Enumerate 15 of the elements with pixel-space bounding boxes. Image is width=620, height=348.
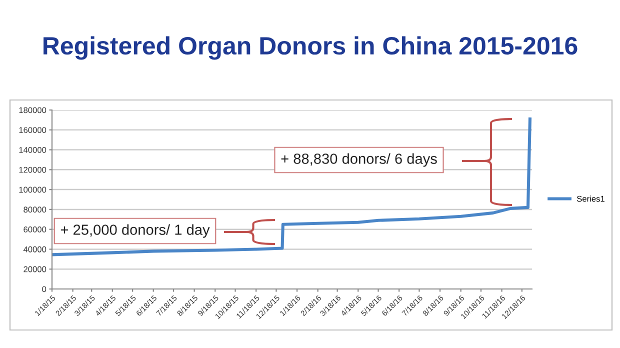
y-tick-label: 100000 [19, 186, 46, 193]
y-tick-label: 140000 [19, 146, 46, 153]
y-tick-label: 60000 [24, 226, 46, 232]
y-tick-label: 120000 [19, 166, 46, 173]
legend-label: Series1 [576, 196, 604, 202]
y-tick-label: 80000 [24, 206, 46, 213]
y-tick-label: 0 [42, 286, 46, 292]
annotation: + 25,000 donors/ 1 day [60, 224, 210, 238]
y-tick-label: 160000 [19, 127, 46, 133]
line-series [52, 117, 532, 256]
y-tick-label: 180000 [19, 107, 46, 114]
annotation: + 88,830 donors/ 6 days [281, 153, 437, 167]
y-tick-label: 40000 [23, 246, 46, 252]
y-tick-label: 20000 [24, 266, 46, 272]
chart-title: Registered Organ Donors in China 2015-2016 [44, 36, 578, 60]
